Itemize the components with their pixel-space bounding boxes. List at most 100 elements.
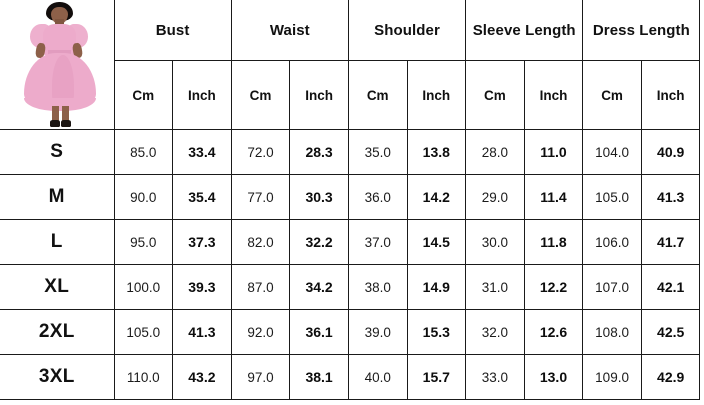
cell-waist-inch: 38.1 — [289, 354, 349, 400]
cell-sleeve-length-inch: 11.0 — [523, 129, 584, 175]
product-photo — [0, 0, 113, 129]
cell-shoulder-inch: 14.2 — [406, 174, 467, 220]
table-row: S 85.0 33.4 72.0 28.3 35.0 13.8 28.0 11.… — [0, 129, 701, 175]
cell-bust-cm: 90.0 — [113, 174, 174, 220]
cell-shoulder-cm: 38.0 — [347, 264, 408, 310]
table-row: 3XL 110.0 43.2 97.0 38.1 40.0 15.7 33.0 … — [0, 354, 701, 400]
cell-waist-cm: 72.0 — [230, 129, 291, 175]
model-shoe-right — [61, 120, 71, 127]
cell-sleeve-length-cm: 32.0 — [465, 309, 525, 355]
cell-bust-cm: 105.0 — [113, 309, 174, 355]
cell-dress-length-cm: 107.0 — [582, 264, 642, 310]
cell-waist-cm: 97.0 — [230, 354, 291, 400]
unit-header-waist-inch: Inch — [289, 60, 349, 130]
cell-shoulder-inch: 15.7 — [406, 354, 467, 400]
cell-dress-length-inch: 42.5 — [640, 309, 701, 355]
cell-shoulder-cm: 37.0 — [347, 219, 408, 265]
dress-skirt-shading — [52, 55, 74, 107]
cell-waist-cm: 87.0 — [230, 264, 291, 310]
table-row: XL 100.0 39.3 87.0 34.2 38.0 14.9 31.0 1… — [0, 264, 701, 310]
cell-sleeve-length-cm: 28.0 — [465, 129, 525, 175]
cell-waist-cm: 82.0 — [230, 219, 291, 265]
cell-waist-inch: 30.3 — [289, 174, 349, 220]
unit-header-dress-length-cm: Cm — [582, 60, 642, 130]
size-label: 3XL — [0, 354, 115, 400]
table-row: M 90.0 35.4 77.0 30.3 36.0 14.2 29.0 11.… — [0, 174, 701, 220]
group-header-waist: Waist — [230, 0, 349, 61]
unit-header-row: Cm Inch Cm Inch Cm Inch Cm Inch Cm Inch — [0, 60, 701, 130]
cell-shoulder-cm: 40.0 — [347, 354, 408, 400]
group-header-row: Bust Waist Shoulder Sleeve Length Dress … — [0, 0, 701, 130]
cell-bust-inch: 33.4 — [172, 129, 232, 175]
cell-bust-cm: 110.0 — [113, 354, 174, 400]
cell-shoulder-inch: 15.3 — [406, 309, 467, 355]
cell-dress-length-cm: 104.0 — [582, 129, 642, 175]
cell-dress-length-cm: 106.0 — [582, 219, 642, 265]
model-leg-left — [52, 106, 59, 124]
cell-waist-inch: 28.3 — [289, 129, 349, 175]
cell-waist-inch: 36.1 — [289, 309, 349, 355]
cell-sleeve-length-inch: 13.0 — [523, 354, 584, 400]
cell-bust-inch: 37.3 — [172, 219, 232, 265]
cell-bust-inch: 35.4 — [172, 174, 232, 220]
cell-sleeve-length-cm: 29.0 — [465, 174, 525, 220]
cell-dress-length-inch: 42.9 — [640, 354, 701, 400]
group-header-sleeve-length: Sleeve Length — [465, 0, 584, 61]
cell-shoulder-inch: 13.8 — [406, 129, 467, 175]
unit-header-sleeve-length-cm: Cm — [465, 60, 525, 130]
cell-bust-cm: 95.0 — [113, 219, 174, 265]
product-image-cell — [0, 0, 115, 130]
cell-dress-length-cm: 105.0 — [582, 174, 642, 220]
cell-bust-inch: 39.3 — [172, 264, 232, 310]
group-header-bust: Bust — [113, 0, 232, 61]
cell-dress-length-inch: 41.3 — [640, 174, 701, 220]
cell-dress-length-inch: 40.9 — [640, 129, 701, 175]
size-label: M — [0, 174, 115, 220]
model-shoe-left — [50, 120, 60, 127]
cell-sleeve-length-cm: 31.0 — [465, 264, 525, 310]
unit-header-sleeve-length-inch: Inch — [523, 60, 584, 130]
cell-sleeve-length-inch: 11.8 — [523, 219, 584, 265]
cell-sleeve-length-inch: 12.2 — [523, 264, 584, 310]
cell-waist-cm: 77.0 — [230, 174, 291, 220]
cell-shoulder-cm: 36.0 — [347, 174, 408, 220]
cell-bust-cm: 85.0 — [113, 129, 174, 175]
cell-waist-inch: 32.2 — [289, 219, 349, 265]
size-label: S — [0, 129, 115, 175]
cell-shoulder-inch: 14.9 — [406, 264, 467, 310]
model-leg-right — [62, 106, 69, 124]
size-label: 2XL — [0, 309, 115, 355]
unit-header-shoulder-inch: Inch — [406, 60, 467, 130]
unit-header-waist-cm: Cm — [230, 60, 291, 130]
unit-header-bust-cm: Cm — [113, 60, 174, 130]
size-label: L — [0, 219, 115, 265]
unit-header-bust-inch: Inch — [172, 60, 232, 130]
table-row: L 95.0 37.3 82.0 32.2 37.0 14.5 30.0 11.… — [0, 219, 701, 265]
cell-dress-length-cm: 108.0 — [582, 309, 642, 355]
cell-dress-length-inch: 41.7 — [640, 219, 701, 265]
cell-dress-length-cm: 109.0 — [582, 354, 642, 400]
cell-shoulder-inch: 14.5 — [406, 219, 467, 265]
table-row: 2XL 105.0 41.3 92.0 36.1 39.0 15.3 32.0 … — [0, 309, 701, 355]
cell-shoulder-cm: 35.0 — [347, 129, 408, 175]
cell-shoulder-cm: 39.0 — [347, 309, 408, 355]
cell-bust-inch: 41.3 — [172, 309, 232, 355]
cell-dress-length-inch: 42.1 — [640, 264, 701, 310]
cell-bust-inch: 43.2 — [172, 354, 232, 400]
group-header-dress-length: Dress Length — [582, 0, 701, 61]
cell-waist-cm: 92.0 — [230, 309, 291, 355]
cell-bust-cm: 100.0 — [113, 264, 174, 310]
group-header-shoulder: Shoulder — [347, 0, 467, 61]
cell-sleeve-length-cm: 30.0 — [465, 219, 525, 265]
dress-hem — [24, 98, 96, 111]
model-neck — [55, 19, 64, 26]
cell-sleeve-length-inch: 12.6 — [523, 309, 584, 355]
size-label: XL — [0, 264, 115, 310]
cell-waist-inch: 34.2 — [289, 264, 349, 310]
unit-header-shoulder-cm: Cm — [347, 60, 408, 130]
cell-sleeve-length-inch: 11.4 — [523, 174, 584, 220]
unit-header-dress-length-inch: Inch — [640, 60, 701, 130]
cell-sleeve-length-cm: 33.0 — [465, 354, 525, 400]
